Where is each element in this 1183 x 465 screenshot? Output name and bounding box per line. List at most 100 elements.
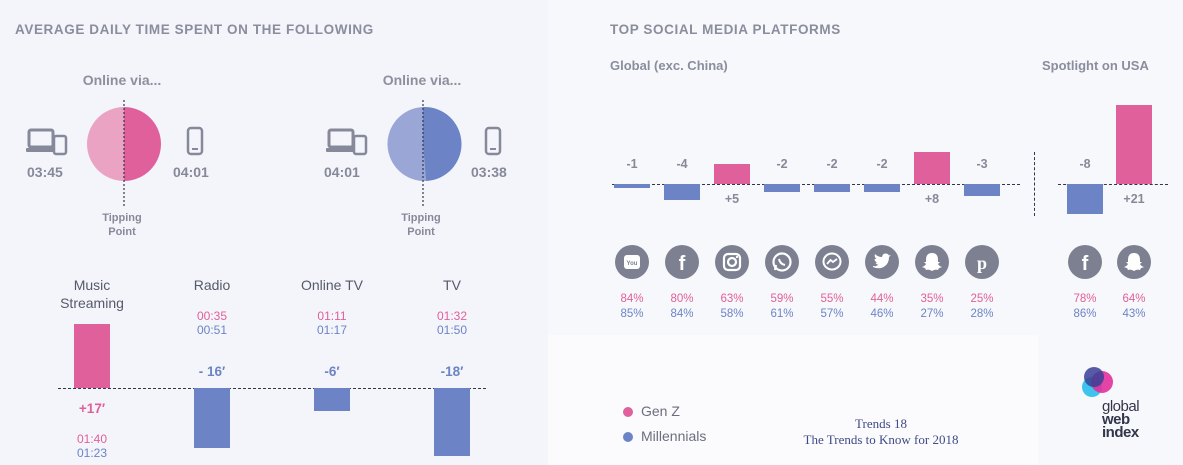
genz-share: 25% (970, 293, 994, 305)
category-label: Online TV (282, 276, 382, 294)
footer-title: Trends 18 (855, 416, 907, 431)
mobile-phone-icon (484, 126, 502, 156)
genz-share: 44% (870, 293, 894, 305)
bar-value-label: +8 (924, 192, 940, 206)
right-section-title: TOP SOCIAL MEDIA PLATFORMS (610, 22, 841, 37)
bar-value-label: +17′ (78, 401, 106, 416)
legend-panel-bg (548, 335, 1038, 465)
baseline (58, 388, 486, 389)
millennial-share: 61% (770, 308, 794, 320)
category-label-line: Streaming (60, 295, 124, 311)
bar-value-label: -2 (776, 157, 788, 171)
facebook-icon: f (665, 245, 699, 279)
online-via-label: Online via... (382, 72, 462, 88)
genz-share: 55% (820, 293, 844, 305)
tipping-point-label: Tipping Point (102, 212, 142, 238)
bar (74, 324, 110, 388)
snapchat-icon (1117, 245, 1151, 279)
gwi-logo-text: global web index (1102, 398, 1140, 441)
facebook-bar (1067, 184, 1103, 214)
whatsapp-icon (765, 245, 799, 279)
millennial-share: 27% (920, 308, 944, 320)
laptop-tablet-icon (26, 128, 68, 156)
bar-value-label: -4 (676, 157, 688, 171)
millennials-legend-swatch (623, 432, 633, 442)
twitter-bar (864, 184, 900, 192)
tipping-point-pie-millennials (387, 106, 462, 182)
svg-text:f: f (1082, 253, 1089, 275)
category-label: Radio (162, 276, 262, 294)
youtube-bar (614, 184, 650, 188)
facebook-icon: f (1068, 245, 1102, 279)
youtube-icon: You (615, 245, 649, 279)
footer-caption: Trends 18 The Trends to Know for 2018 (771, 416, 991, 448)
millennial-time: 01:17 (316, 323, 348, 337)
svg-text:p: p (977, 253, 987, 273)
millennial-time: 01:23 (76, 446, 108, 460)
genz-time: 01:32 (436, 309, 468, 323)
millennial-share: 58% (720, 308, 744, 320)
millennial-share: 28% (970, 308, 994, 320)
messenger-icon (815, 245, 849, 279)
genz-time: 00:35 (196, 309, 228, 323)
bar-value-label: -3 (976, 157, 988, 171)
mobile-phone-icon (186, 126, 204, 156)
pinterest-icon: p (965, 245, 999, 279)
bar-value-label: -2 (826, 157, 838, 171)
gwi-logo-mark (1082, 367, 1113, 397)
genz-share: 78% (1073, 293, 1097, 305)
millennial-share: 86% (1073, 308, 1097, 320)
facebook-bar (664, 184, 700, 200)
online-via-label: Online via... (82, 72, 162, 88)
genz-time: 01:40 (76, 432, 108, 446)
messenger-bar (814, 184, 850, 192)
millennial-share: 43% (1122, 308, 1146, 320)
pinterest-bar (964, 184, 1000, 196)
millennials-legend-label: Millennials (641, 428, 707, 444)
tipping-point-pie-genz (87, 107, 161, 181)
tipping-point-label: Tipping Point (401, 212, 441, 238)
bar (194, 388, 230, 449)
bar-value-label: - 16′ (198, 364, 226, 379)
laptop-tablet-icon (326, 128, 368, 156)
millennial-share: 85% (620, 308, 644, 320)
pc-time: 04:01 (324, 164, 360, 180)
tipping-point-line (123, 100, 125, 206)
twitter-icon (865, 245, 899, 279)
bar-value-label: -6′ (324, 364, 340, 379)
snapchat-bar (914, 152, 950, 184)
millennial-share: 46% (870, 308, 894, 320)
bar-value-label: +21 (1123, 192, 1145, 206)
bar-value-label: -1 (626, 157, 638, 171)
genz-share: 35% (920, 293, 944, 305)
whatsapp-bar (764, 184, 800, 192)
left-section-title: AVERAGE DAILY TIME SPENT ON THE FOLLOWIN… (15, 22, 374, 37)
genz-share: 80% (670, 293, 694, 305)
footer-subtitle: The Trends to Know for 2018 (803, 432, 959, 447)
category-label-line: Radio (193, 277, 231, 293)
instagram-icon (715, 245, 749, 279)
category-label-line: Music (73, 277, 111, 293)
tipping-point-line (422, 100, 424, 206)
bar (314, 388, 350, 411)
genz-share: 59% (770, 293, 794, 305)
svg-text:f: f (679, 253, 686, 275)
pc-time: 03:45 (27, 164, 63, 180)
bar-value-label: -18′ (440, 364, 464, 379)
millennial-share: 84% (670, 308, 694, 320)
usa-divider (1034, 152, 1035, 216)
snapchat-icon (915, 245, 949, 279)
instagram-bar (714, 164, 750, 184)
bar-value-label: -8 (1079, 157, 1091, 171)
genz-share: 84% (620, 293, 644, 305)
global-subtitle: Global (exc. China) (610, 58, 728, 73)
genz-legend-swatch (623, 407, 633, 417)
bar-value-label: +5 (724, 192, 740, 206)
millennial-time: 00:51 (196, 323, 228, 337)
category-label: TV (402, 276, 502, 294)
svg-text:You: You (627, 261, 638, 267)
genz-share: 64% (1122, 293, 1146, 305)
genz-share: 63% (720, 293, 744, 305)
millennial-share: 57% (820, 308, 844, 320)
category-label-line: TV (443, 277, 461, 293)
